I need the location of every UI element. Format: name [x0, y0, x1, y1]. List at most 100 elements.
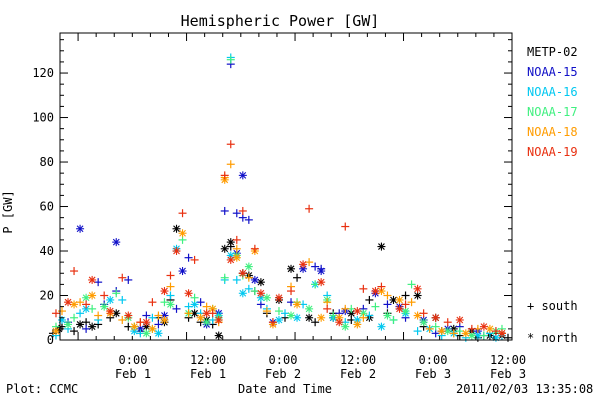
data-point-south	[431, 329, 440, 338]
y-tick-label: 0	[47, 333, 54, 347]
data-point-south	[305, 258, 314, 267]
series-noaa-18	[51, 160, 506, 338]
data-point-north	[413, 291, 422, 300]
data-point-north	[497, 329, 506, 338]
data-point-north	[112, 238, 121, 247]
data-point-north	[347, 309, 356, 318]
data-point-north	[455, 315, 464, 324]
data-point-north	[154, 329, 163, 338]
data-point-north	[377, 322, 386, 331]
data-point-south	[142, 311, 151, 320]
data-point-south	[82, 318, 91, 327]
data-point-south	[118, 273, 127, 282]
data-point-south	[449, 329, 458, 338]
data-point-south	[178, 235, 187, 244]
data-point-south	[220, 273, 229, 282]
data-point-south	[341, 222, 350, 231]
data-point-south	[455, 327, 464, 336]
data-point-south	[401, 300, 410, 309]
data-point-north	[172, 224, 181, 233]
data-point-north	[341, 322, 350, 331]
data-point-south	[389, 315, 398, 324]
data-point-south	[154, 311, 163, 320]
data-point-south	[118, 295, 127, 304]
y-tick-label: 120	[32, 66, 54, 80]
data-point-north	[437, 327, 446, 336]
data-point-south	[323, 298, 332, 307]
x-tick-label-time: 12:00	[490, 353, 526, 367]
data-point-north	[82, 293, 91, 302]
data-point-south	[407, 280, 416, 289]
x-tick-label-time: 12:00	[190, 353, 226, 367]
chart-title: Hemispheric Power [GW]	[180, 12, 380, 30]
data-point-south	[100, 291, 109, 300]
data-point-north	[142, 329, 151, 338]
data-point-south	[82, 324, 91, 333]
data-point-south	[184, 302, 193, 311]
data-point-north	[226, 255, 235, 264]
data-point-north	[202, 318, 211, 327]
data-point-south	[256, 300, 265, 309]
data-point-north	[124, 311, 133, 320]
data-point-south	[112, 289, 121, 298]
plot-frame	[59, 32, 513, 341]
data-point-north	[148, 324, 157, 333]
data-point-north	[431, 313, 440, 322]
data-point-north	[232, 253, 241, 262]
data-point-south	[407, 298, 416, 307]
data-point-north	[287, 264, 296, 273]
data-point-north	[196, 313, 205, 322]
data-point-north	[461, 329, 470, 338]
data-point-south	[232, 275, 241, 284]
data-point-north	[100, 302, 109, 311]
plot-credit: Plot: CCMC	[6, 382, 79, 396]
data-point-south	[425, 324, 434, 333]
data-point-south	[196, 298, 205, 307]
data-point-north	[305, 313, 314, 322]
data-point-north	[142, 318, 151, 327]
data-point-north	[184, 289, 193, 298]
data-point-south	[262, 307, 271, 316]
data-point-north	[160, 315, 169, 324]
data-marks	[48, 53, 512, 342]
data-point-north	[178, 229, 187, 238]
y-tick-label: 100	[32, 111, 54, 125]
legend-item-noaa-15: NOAA-15	[527, 65, 578, 79]
data-point-north	[383, 311, 392, 320]
legend-item-noaa-18: NOAA-18	[527, 125, 578, 139]
data-point-north	[256, 278, 265, 287]
data-point-north	[238, 289, 247, 298]
data-point-north	[353, 320, 362, 329]
data-point-south	[148, 313, 157, 322]
data-point-south	[70, 267, 79, 276]
data-point-south	[226, 140, 235, 149]
x-tick-label-time: 0:00	[269, 353, 298, 367]
data-point-south	[82, 300, 91, 309]
data-point-north	[377, 242, 386, 251]
data-point-south	[311, 318, 320, 327]
data-point-north	[214, 331, 223, 340]
data-point-south	[160, 298, 169, 307]
data-point-south	[166, 282, 175, 291]
data-point-north	[130, 322, 139, 331]
data-point-south	[329, 311, 338, 320]
data-point-north	[166, 300, 175, 309]
data-point-north	[250, 275, 259, 284]
data-point-north	[58, 315, 66, 324]
data-point-south	[94, 278, 103, 287]
data-point-south	[238, 206, 247, 215]
data-point-north	[106, 295, 115, 304]
data-point-south	[371, 302, 380, 311]
data-point-south	[118, 315, 127, 324]
data-point-north	[88, 291, 97, 300]
data-point-south	[377, 282, 386, 291]
data-point-south	[202, 302, 211, 311]
data-point-north	[274, 315, 283, 324]
data-point-south	[166, 271, 175, 280]
data-point-north	[287, 311, 296, 320]
data-point-north	[413, 284, 422, 293]
data-point-north	[262, 293, 271, 302]
data-point-south	[383, 300, 392, 309]
data-point-south	[76, 298, 85, 307]
